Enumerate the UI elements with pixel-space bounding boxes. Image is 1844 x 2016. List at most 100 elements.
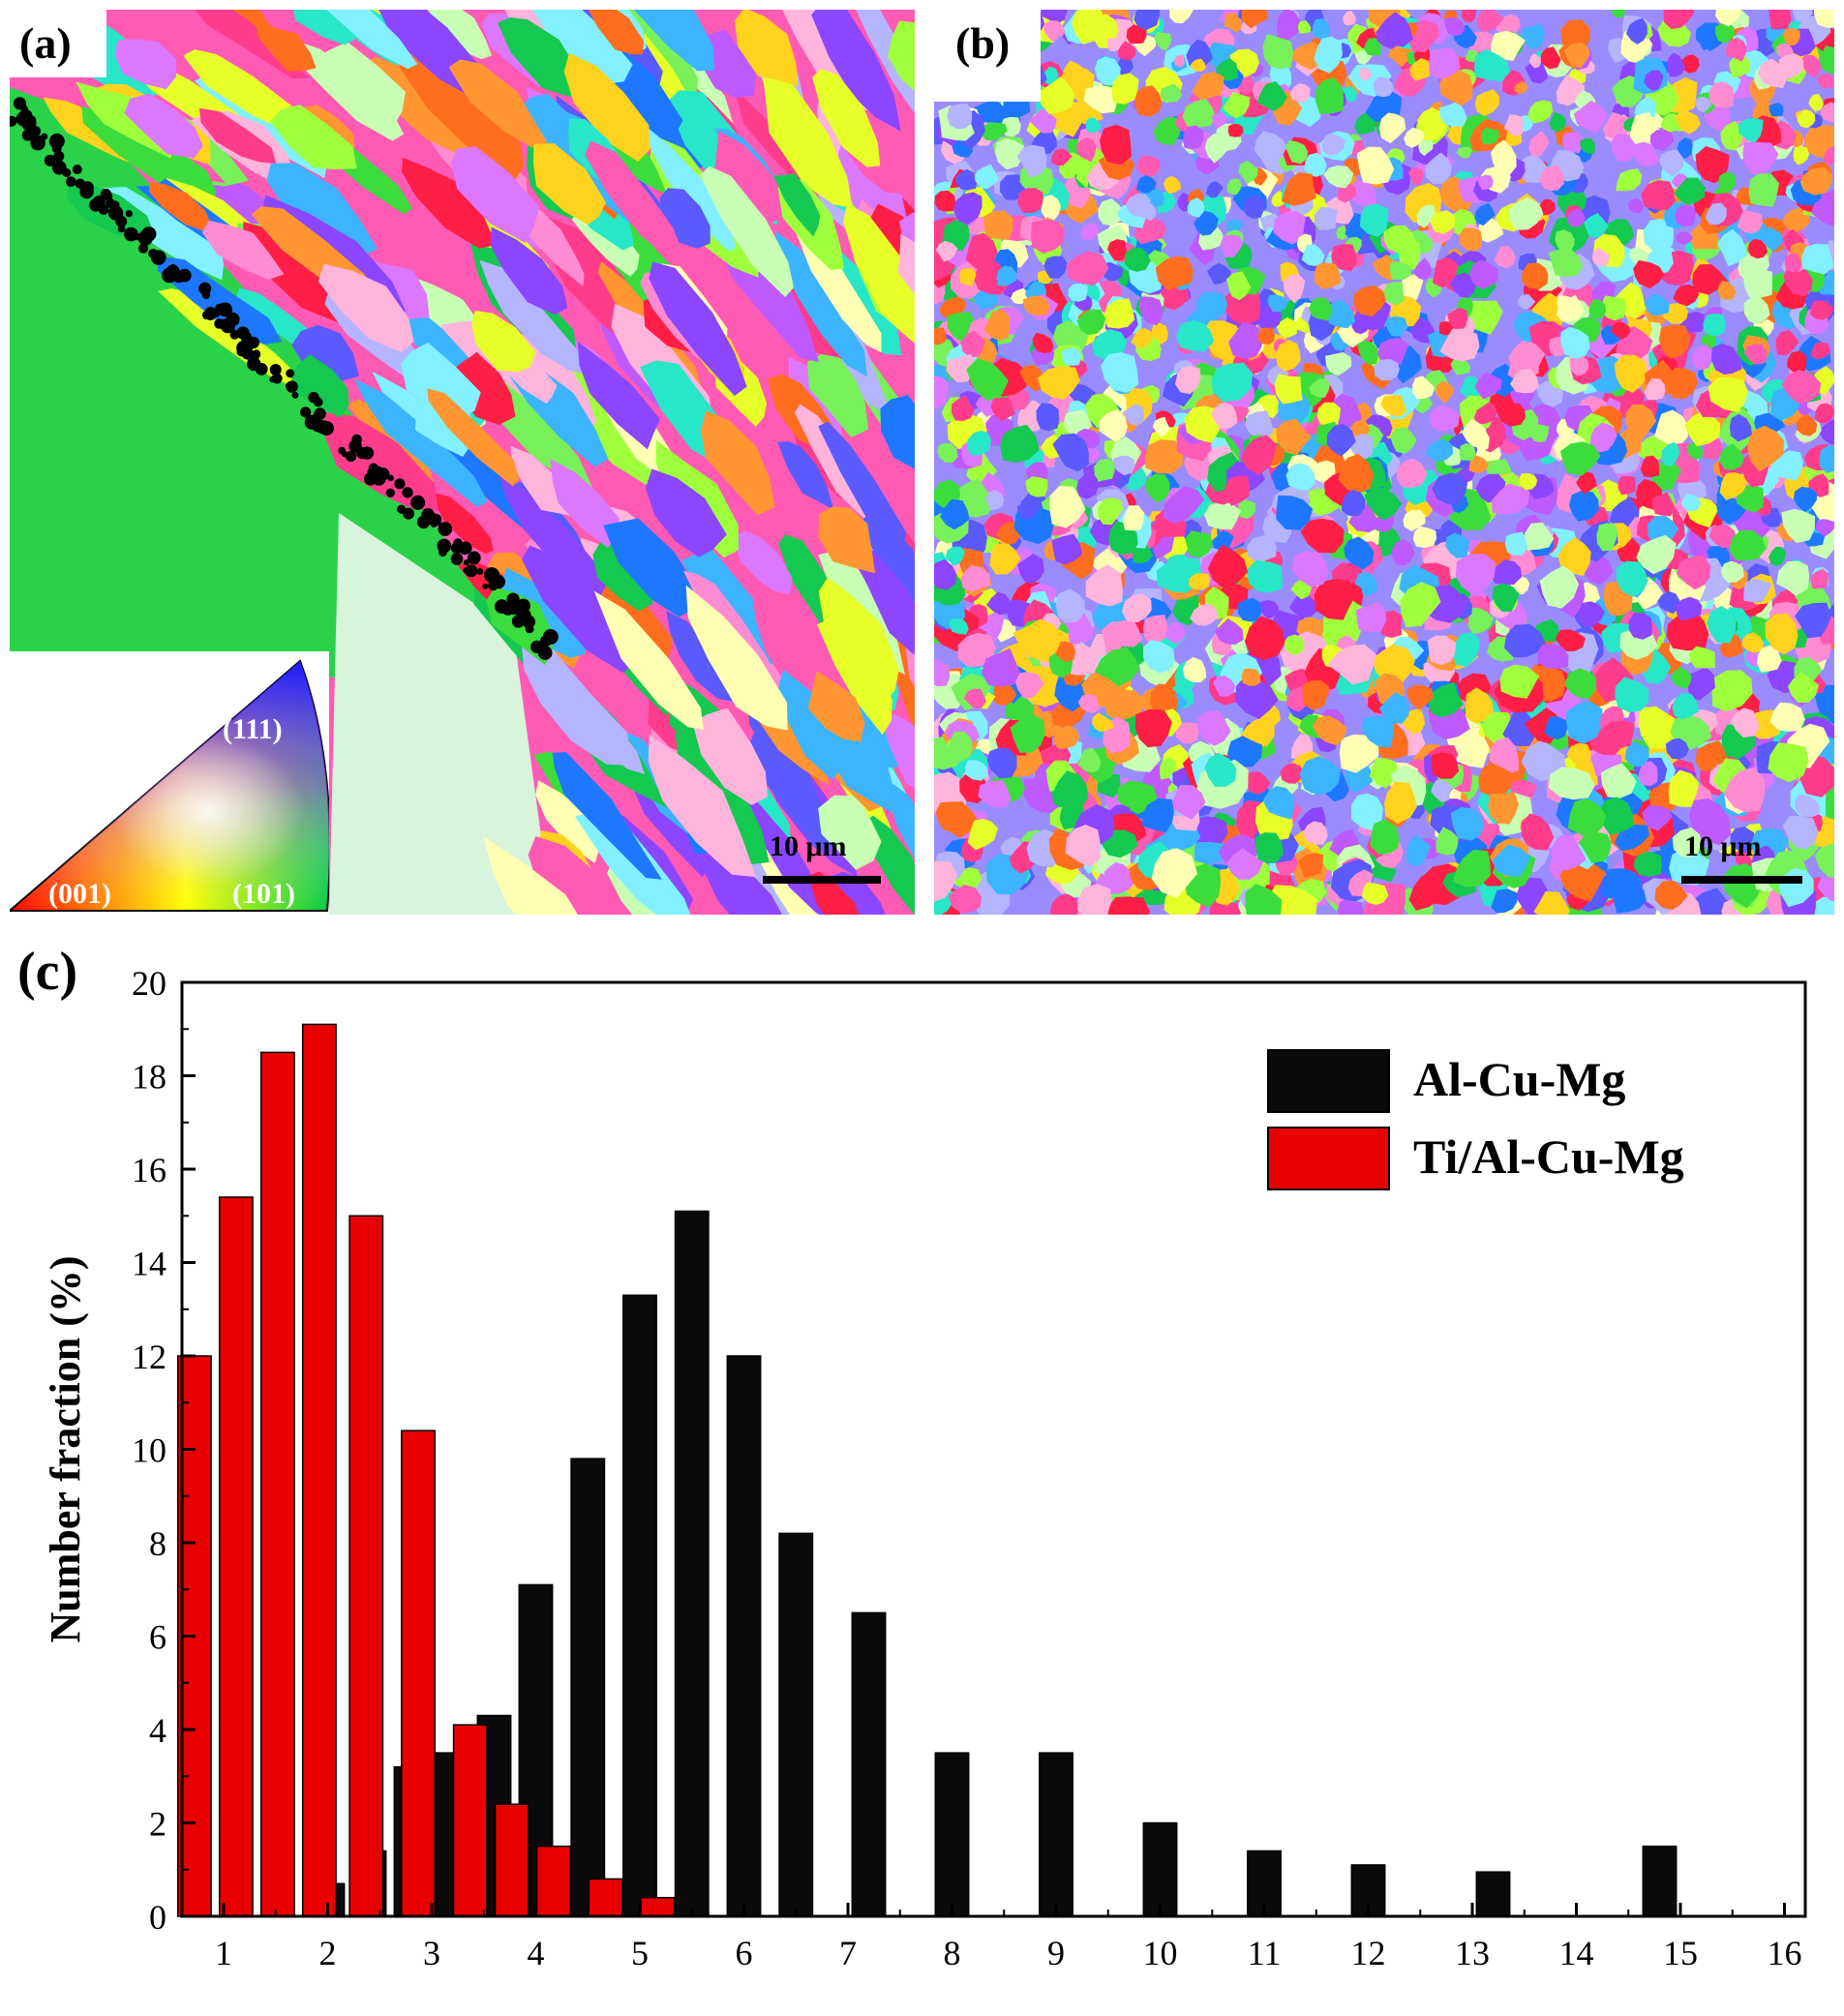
boundary-particle <box>172 269 186 284</box>
grain <box>1243 196 1266 219</box>
grain <box>1658 324 1691 359</box>
grain <box>1569 356 1589 376</box>
grain <box>1502 710 1536 747</box>
grain <box>1473 402 1497 425</box>
grain-map-a <box>10 10 915 915</box>
bar-al-cu-mg <box>674 1210 710 1917</box>
grain <box>1453 849 1491 888</box>
grain <box>1812 895 1834 915</box>
grain <box>1730 827 1756 854</box>
grain <box>1528 131 1550 157</box>
grain <box>1559 859 1606 902</box>
grain <box>1549 111 1566 133</box>
grain <box>1782 815 1819 850</box>
grain <box>1255 832 1285 864</box>
grain <box>734 10 799 87</box>
grain <box>1491 888 1518 914</box>
scale-bar-a <box>763 876 881 884</box>
grain <box>666 610 735 702</box>
grain <box>1192 72 1224 100</box>
bar-ti-al-cu-mg <box>535 1845 571 1917</box>
y-tick-label: 20 <box>132 964 166 1003</box>
grain <box>1747 425 1785 472</box>
grain <box>1742 141 1779 175</box>
grain <box>1782 28 1800 45</box>
grain <box>1226 178 1242 196</box>
grain <box>795 230 882 353</box>
grain <box>1444 16 1466 37</box>
grain <box>1153 117 1182 145</box>
grain <box>1787 672 1820 704</box>
grain <box>1113 455 1135 476</box>
grain <box>648 735 756 878</box>
grain <box>1039 76 1075 115</box>
grain <box>1142 640 1175 674</box>
grain <box>183 49 301 132</box>
grain <box>1667 52 1685 73</box>
grain <box>777 441 834 511</box>
grain <box>1795 602 1831 639</box>
grain <box>500 567 589 658</box>
legend-swatch <box>1267 1127 1390 1190</box>
grain <box>1288 592 1318 618</box>
grain <box>1245 884 1283 915</box>
y-tick-label: 2 <box>149 1805 166 1844</box>
grain <box>1445 532 1470 558</box>
boundary-particle <box>236 346 247 357</box>
grain <box>1327 644 1376 685</box>
x-tick-label: 7 <box>839 1934 857 1972</box>
grain <box>749 728 836 849</box>
grain <box>1518 473 1538 491</box>
grain <box>1555 229 1575 254</box>
grain <box>1160 284 1190 311</box>
grain <box>659 188 710 249</box>
boundary-particle <box>79 184 94 199</box>
grain <box>1797 110 1816 129</box>
bar-al-cu-mg <box>1642 1845 1678 1917</box>
grain <box>1378 12 1413 47</box>
grain <box>1580 138 1595 155</box>
grain <box>1602 111 1631 138</box>
grain <box>1703 313 1726 337</box>
grain <box>490 226 568 316</box>
grain <box>1722 863 1764 909</box>
grain <box>1566 208 1586 227</box>
grain <box>1247 535 1277 562</box>
grain <box>1601 720 1635 749</box>
grain <box>1166 554 1193 573</box>
grain <box>1072 10 1105 45</box>
grain <box>1077 694 1101 713</box>
grain <box>588 10 645 55</box>
grain <box>1194 816 1228 844</box>
grain <box>1769 702 1805 732</box>
bar-al-cu-mg <box>1039 1752 1073 1917</box>
grain <box>1765 613 1799 655</box>
boundary-particle <box>345 450 357 463</box>
legend: Al-Cu-Mg Ti/Al-Cu-Mg <box>1267 1049 1684 1190</box>
boundary-particle <box>100 189 112 200</box>
grain <box>967 819 999 851</box>
grain <box>1188 573 1211 590</box>
grain <box>166 177 257 242</box>
grain <box>1729 54 1751 78</box>
grain <box>1414 257 1432 280</box>
boundary-particle <box>430 521 438 527</box>
bar-ti-al-cu-mg <box>401 1429 436 1917</box>
bar-ti-al-cu-mg <box>640 1896 676 1917</box>
x-tick-label: 10 <box>1143 1934 1178 1972</box>
grain <box>1430 210 1456 234</box>
grain <box>1783 266 1813 297</box>
grain <box>1657 590 1680 615</box>
grain <box>949 617 969 635</box>
grain <box>1641 180 1676 210</box>
grain <box>1708 81 1734 108</box>
grain <box>1677 555 1711 590</box>
grain <box>1469 259 1498 289</box>
grain <box>317 263 414 352</box>
grain <box>1695 146 1730 184</box>
grain <box>1361 882 1389 905</box>
grain <box>1615 677 1649 713</box>
grain <box>1155 256 1194 291</box>
ebsd-map-a: (a) (111) (001) (101) 10 μm <box>10 10 915 915</box>
grain <box>1813 10 1834 28</box>
